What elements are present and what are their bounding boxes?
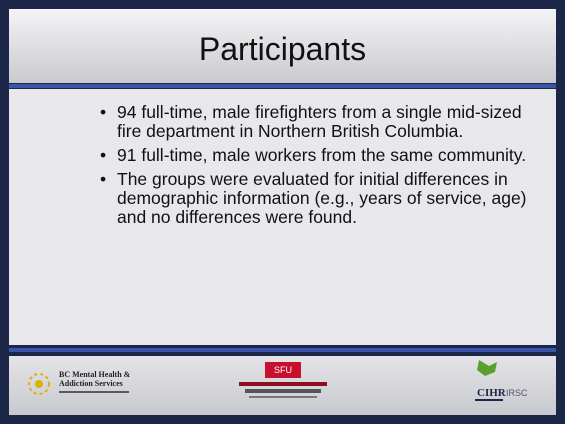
footer: BC Mental Health & Addiction Services SF… bbox=[9, 356, 556, 415]
cihr-name: CIHR bbox=[477, 387, 507, 399]
bcmh-name: BC Mental Health & Addiction Services bbox=[59, 370, 131, 388]
irsc-name: IRSC bbox=[506, 388, 528, 398]
sfu-name: SFU bbox=[274, 365, 292, 375]
bullet-list: 94 full-time, male firefighters from a s… bbox=[9, 103, 549, 232]
slide-title: Participants bbox=[198, 31, 367, 67]
bullet: The groups were evaluated for initial di… bbox=[9, 170, 549, 227]
content: 94 full-time, male firefighters from a s… bbox=[9, 89, 556, 345]
divider bbox=[9, 84, 556, 88]
cihr-logo: CIHR IRSC bbox=[475, 360, 528, 401]
bullet: 91 full-time, male workers from the same… bbox=[9, 146, 549, 166]
logos: BC Mental Health & Addiction Services SF… bbox=[28, 360, 528, 401]
sfu-logo: SFU bbox=[239, 362, 327, 398]
bcmh-logo: BC Mental Health & Addiction Services bbox=[28, 370, 131, 395]
title-bar: Participants bbox=[9, 9, 556, 83]
divider bbox=[9, 348, 556, 352]
bullet: 94 full-time, male firefighters from a s… bbox=[9, 103, 549, 141]
